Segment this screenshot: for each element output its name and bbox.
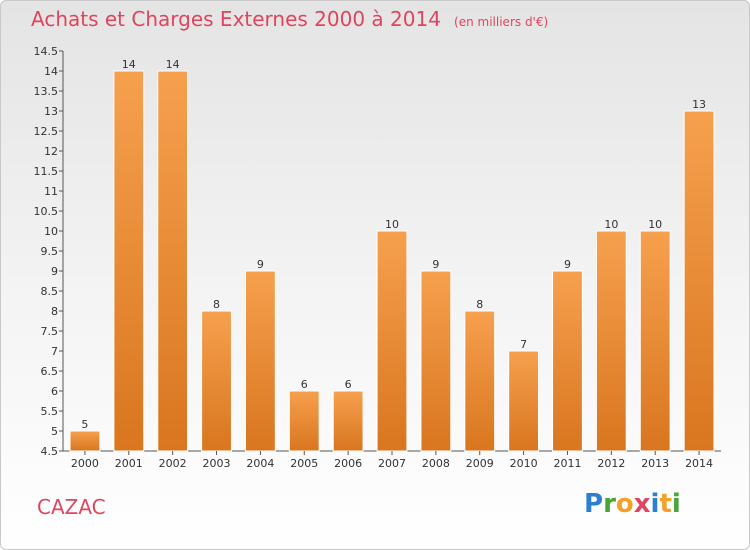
data-label-2006: 6 (345, 378, 352, 391)
x-tick-label-2013: 2013 (641, 457, 669, 470)
bar-2007 (376, 230, 408, 452)
data-label-2002: 14 (166, 58, 180, 71)
data-label-2013: 10 (648, 218, 662, 231)
x-tick-label-2004: 2004 (246, 457, 274, 470)
x-tick-label-2014: 2014 (685, 457, 713, 470)
bar-2009 (464, 310, 496, 452)
bar-2006 (332, 390, 364, 452)
x-tick-label-2002: 2002 (159, 457, 187, 470)
data-label-2001: 14 (122, 58, 136, 71)
x-tick-label-2010: 2010 (510, 457, 538, 470)
bar-2011 (552, 270, 583, 452)
bar-2014 (683, 110, 715, 452)
y-tick-label: 13.5 (34, 85, 59, 98)
y-tick-label: 10 (44, 225, 58, 238)
y-tick-label: 14 (44, 65, 58, 78)
data-label-2005: 6 (301, 378, 308, 391)
x-tick-label-2008: 2008 (422, 457, 450, 470)
x-tick-label-2011: 2011 (553, 457, 581, 470)
data-label-2004: 9 (257, 258, 264, 271)
y-tick-label: 14.5 (34, 45, 59, 58)
y-tick-label: 7.5 (41, 325, 59, 338)
bar-2002 (157, 70, 189, 452)
bar-2001 (113, 70, 145, 452)
y-tick-label: 11 (44, 185, 58, 198)
data-label-2000: 5 (81, 418, 88, 431)
y-tick-label: 4.5 (41, 445, 59, 458)
y-tick-label: 5.5 (41, 405, 59, 418)
bar-2004 (244, 270, 276, 452)
place-name: CAZAC (37, 495, 106, 519)
y-tick-label: 10.5 (34, 205, 59, 218)
x-tick-label-2003: 2003 (203, 457, 231, 470)
y-tick-label: 12 (44, 145, 58, 158)
x-tick-label-2007: 2007 (378, 457, 406, 470)
data-label-2012: 10 (604, 218, 618, 231)
title-row: Achats et Charges Externes 2000 à 2014 (… (31, 7, 548, 31)
y-tick-label: 9.5 (41, 245, 59, 258)
bar-2003 (201, 310, 232, 452)
x-tick-label-2006: 2006 (334, 457, 362, 470)
bar-2008 (420, 270, 452, 452)
y-tick-label: 13 (44, 105, 58, 118)
data-label-2008: 9 (432, 258, 439, 271)
data-label-2010: 7 (520, 338, 527, 351)
data-label-2011: 9 (564, 258, 571, 271)
bar-2012 (595, 230, 627, 452)
data-label-2007: 10 (385, 218, 399, 231)
bar-2013 (639, 230, 671, 452)
y-tick-label: 8 (51, 305, 58, 318)
x-tick-label-2005: 2005 (290, 457, 318, 470)
bar-2000 (69, 430, 101, 452)
x-tick-label-2009: 2009 (466, 457, 494, 470)
x-tick-label-2000: 2000 (71, 457, 99, 470)
y-tick-label: 11.5 (34, 165, 59, 178)
x-tick-label-2012: 2012 (597, 457, 625, 470)
bar-2005 (288, 390, 320, 452)
data-label-2003: 8 (213, 298, 220, 311)
y-tick-label: 7 (51, 345, 58, 358)
y-tick-label: 6 (51, 385, 58, 398)
data-label-2014: 13 (692, 98, 706, 111)
proxiti-logo: Proxiti (584, 489, 681, 519)
chart-subtitle: (en milliers d'€) (454, 15, 549, 29)
y-tick-label: 8.5 (41, 285, 59, 298)
data-label-2009: 8 (476, 298, 483, 311)
y-tick-label: 12.5 (34, 125, 59, 138)
bar-2010 (508, 350, 540, 452)
chart-title: Achats et Charges Externes 2000 à 2014 (31, 7, 441, 31)
y-tick-label: 6.5 (41, 365, 59, 378)
y-tick-label: 5 (51, 425, 58, 438)
y-tick-label: 9 (51, 265, 58, 278)
x-tick-label-2001: 2001 (115, 457, 143, 470)
